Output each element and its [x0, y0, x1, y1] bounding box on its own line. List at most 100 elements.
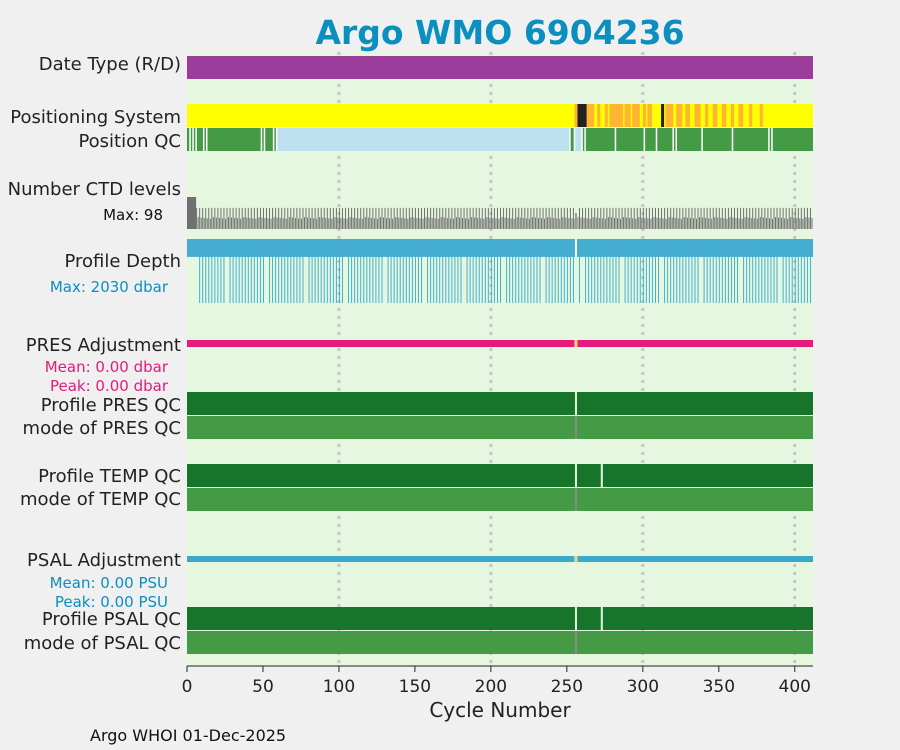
profile-depth-bar — [806, 239, 808, 303]
ctd-levels-bar — [396, 207, 398, 229]
ctd-levels-bar — [662, 218, 664, 229]
profile-depth-bar — [317, 239, 319, 303]
ctd-levels-bar — [256, 207, 258, 229]
ctd-levels-bar — [471, 217, 473, 229]
profile-depth-bar — [496, 239, 498, 303]
ctd-levels-bar — [641, 217, 643, 229]
ctd-levels-bar — [358, 218, 360, 229]
ctd-levels-bar — [440, 217, 442, 229]
profile-temp-qc-bar — [187, 464, 813, 487]
ctd-levels-bar — [711, 218, 713, 229]
data-rows — [187, 56, 813, 667]
ctd-levels-bar — [458, 217, 460, 229]
profile-depth-bar — [484, 239, 486, 303]
profile-depth-bar — [436, 239, 438, 303]
profile-depth-bar — [220, 239, 222, 303]
profile-depth-bar — [670, 239, 672, 303]
ctd-levels-bar — [278, 207, 280, 229]
ctd-levels-bar — [616, 218, 618, 229]
ctd-levels-bar — [577, 217, 579, 229]
positioning-iridium-segment — [624, 104, 631, 127]
date-type-bar — [187, 56, 813, 79]
ctd-levels-bar — [422, 218, 424, 229]
x-tick-label: 50 — [252, 677, 274, 697]
ctd-levels-bar — [351, 207, 353, 229]
ctd-levels-bar — [366, 207, 368, 229]
ctd-levels-bar — [273, 217, 275, 229]
ctd-levels-bar — [234, 217, 236, 229]
profile-depth-bar — [563, 239, 565, 303]
ctd-levels-bar — [776, 207, 778, 229]
ctd-levels-bar — [211, 207, 213, 229]
ctd-levels-bar — [613, 217, 615, 229]
profile-depth-bar — [697, 239, 699, 303]
ctd-levels-bar — [747, 217, 749, 229]
ctd-levels-bar — [504, 217, 506, 229]
ctd-levels-bar — [670, 207, 672, 229]
profile-depth-bar — [667, 239, 669, 303]
ctd-levels-bar — [373, 218, 375, 229]
ctd-levels-bar — [598, 217, 600, 229]
label-positioning-system: Positioning System — [10, 107, 181, 128]
profile-depth-bar — [752, 239, 754, 303]
x-tick-label: 400 — [779, 677, 811, 697]
ctd-levels-bar — [530, 207, 532, 229]
ctd-levels-bar — [793, 217, 795, 229]
ctd-levels-bar — [446, 217, 448, 229]
ctd-levels-bar — [416, 217, 418, 229]
profile-depth-bar — [606, 239, 608, 303]
ctd-levels-bar — [355, 217, 357, 229]
profile-depth-bar — [585, 239, 587, 303]
positioning-other-segment — [661, 104, 665, 127]
ctd-levels-bar — [389, 218, 391, 229]
ctd-levels-bar — [664, 207, 666, 229]
psal-peak-label: Peak: 0.00 PSU — [55, 593, 168, 611]
profile-depth-bar — [232, 239, 234, 303]
ctd-levels-bar — [680, 218, 682, 229]
positioning-iridium-segment — [665, 104, 674, 127]
profile-depth-bar — [545, 239, 547, 303]
profile-depth-bar — [278, 239, 280, 303]
ctd-levels-bar — [468, 218, 470, 229]
ctd-levels-bar — [702, 217, 704, 229]
ctd-levels-bar — [414, 207, 416, 229]
ctd-levels-bar — [753, 218, 755, 229]
label-mode-psal-qc: mode of PSAL QC — [24, 633, 181, 654]
ctd-levels-bar — [658, 207, 660, 229]
ctd-levels-bar — [224, 218, 226, 229]
profile-depth-bar — [490, 239, 492, 303]
ctd-levels-bar — [354, 207, 356, 229]
ctd-levels-bar — [806, 207, 808, 229]
ctd-levels-bar — [252, 218, 254, 229]
ctd-levels-bar — [288, 217, 290, 229]
ctd-levels-bar — [677, 218, 679, 229]
profile-depth-bar — [512, 239, 514, 303]
ctd-levels-bar — [705, 217, 707, 229]
profile-depth-bar — [773, 239, 775, 303]
ctd-levels-bar — [393, 207, 395, 229]
ctd-levels-bar — [332, 207, 334, 229]
ctd-levels-bar — [727, 207, 729, 229]
ctd-levels-bar — [469, 207, 471, 229]
x-tick-label: 100 — [323, 677, 355, 697]
depth-max-label: Max: 2030 dbar — [50, 278, 169, 296]
x-tick-label: 200 — [475, 677, 507, 697]
ctd-levels-bar — [591, 207, 593, 229]
ctd-levels-bar — [752, 207, 754, 229]
ctd-levels-bar — [550, 217, 552, 229]
ctd-levels-bar — [320, 207, 322, 229]
profile-depth-bar — [408, 239, 410, 303]
ctd-levels-bar — [503, 207, 505, 229]
profile-depth-bar — [366, 239, 368, 303]
ctd-levels-bar — [773, 207, 775, 229]
ctd-levels-bar — [390, 207, 392, 229]
ctd-levels-bar — [483, 218, 485, 229]
positioning-iridium-segment — [685, 104, 690, 127]
ctd-levels-bar — [308, 207, 310, 229]
positioning-iridium-segment — [642, 104, 646, 127]
profile-depth-bar — [302, 239, 304, 303]
profile-depth-bar — [469, 239, 471, 303]
ctd-levels-bar — [360, 207, 362, 229]
ctd-levels-bar — [519, 217, 521, 229]
pres-adjustment-line — [187, 340, 813, 347]
